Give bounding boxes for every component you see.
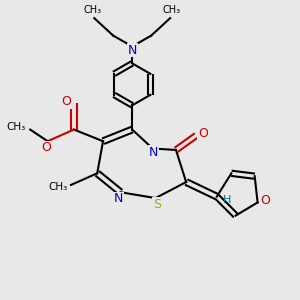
Text: CH₃: CH₃ [84,5,102,15]
Text: O: O [41,141,51,154]
Text: H: H [223,195,231,205]
Text: N: N [149,146,158,159]
Text: N: N [128,44,137,57]
Text: CH₃: CH₃ [7,122,26,132]
Text: S: S [153,198,161,211]
Text: O: O [260,194,270,208]
Text: CH₃: CH₃ [163,5,181,15]
Text: CH₃: CH₃ [49,182,68,192]
Text: O: O [198,128,208,140]
Text: N: N [113,192,123,205]
Text: O: O [62,95,71,108]
